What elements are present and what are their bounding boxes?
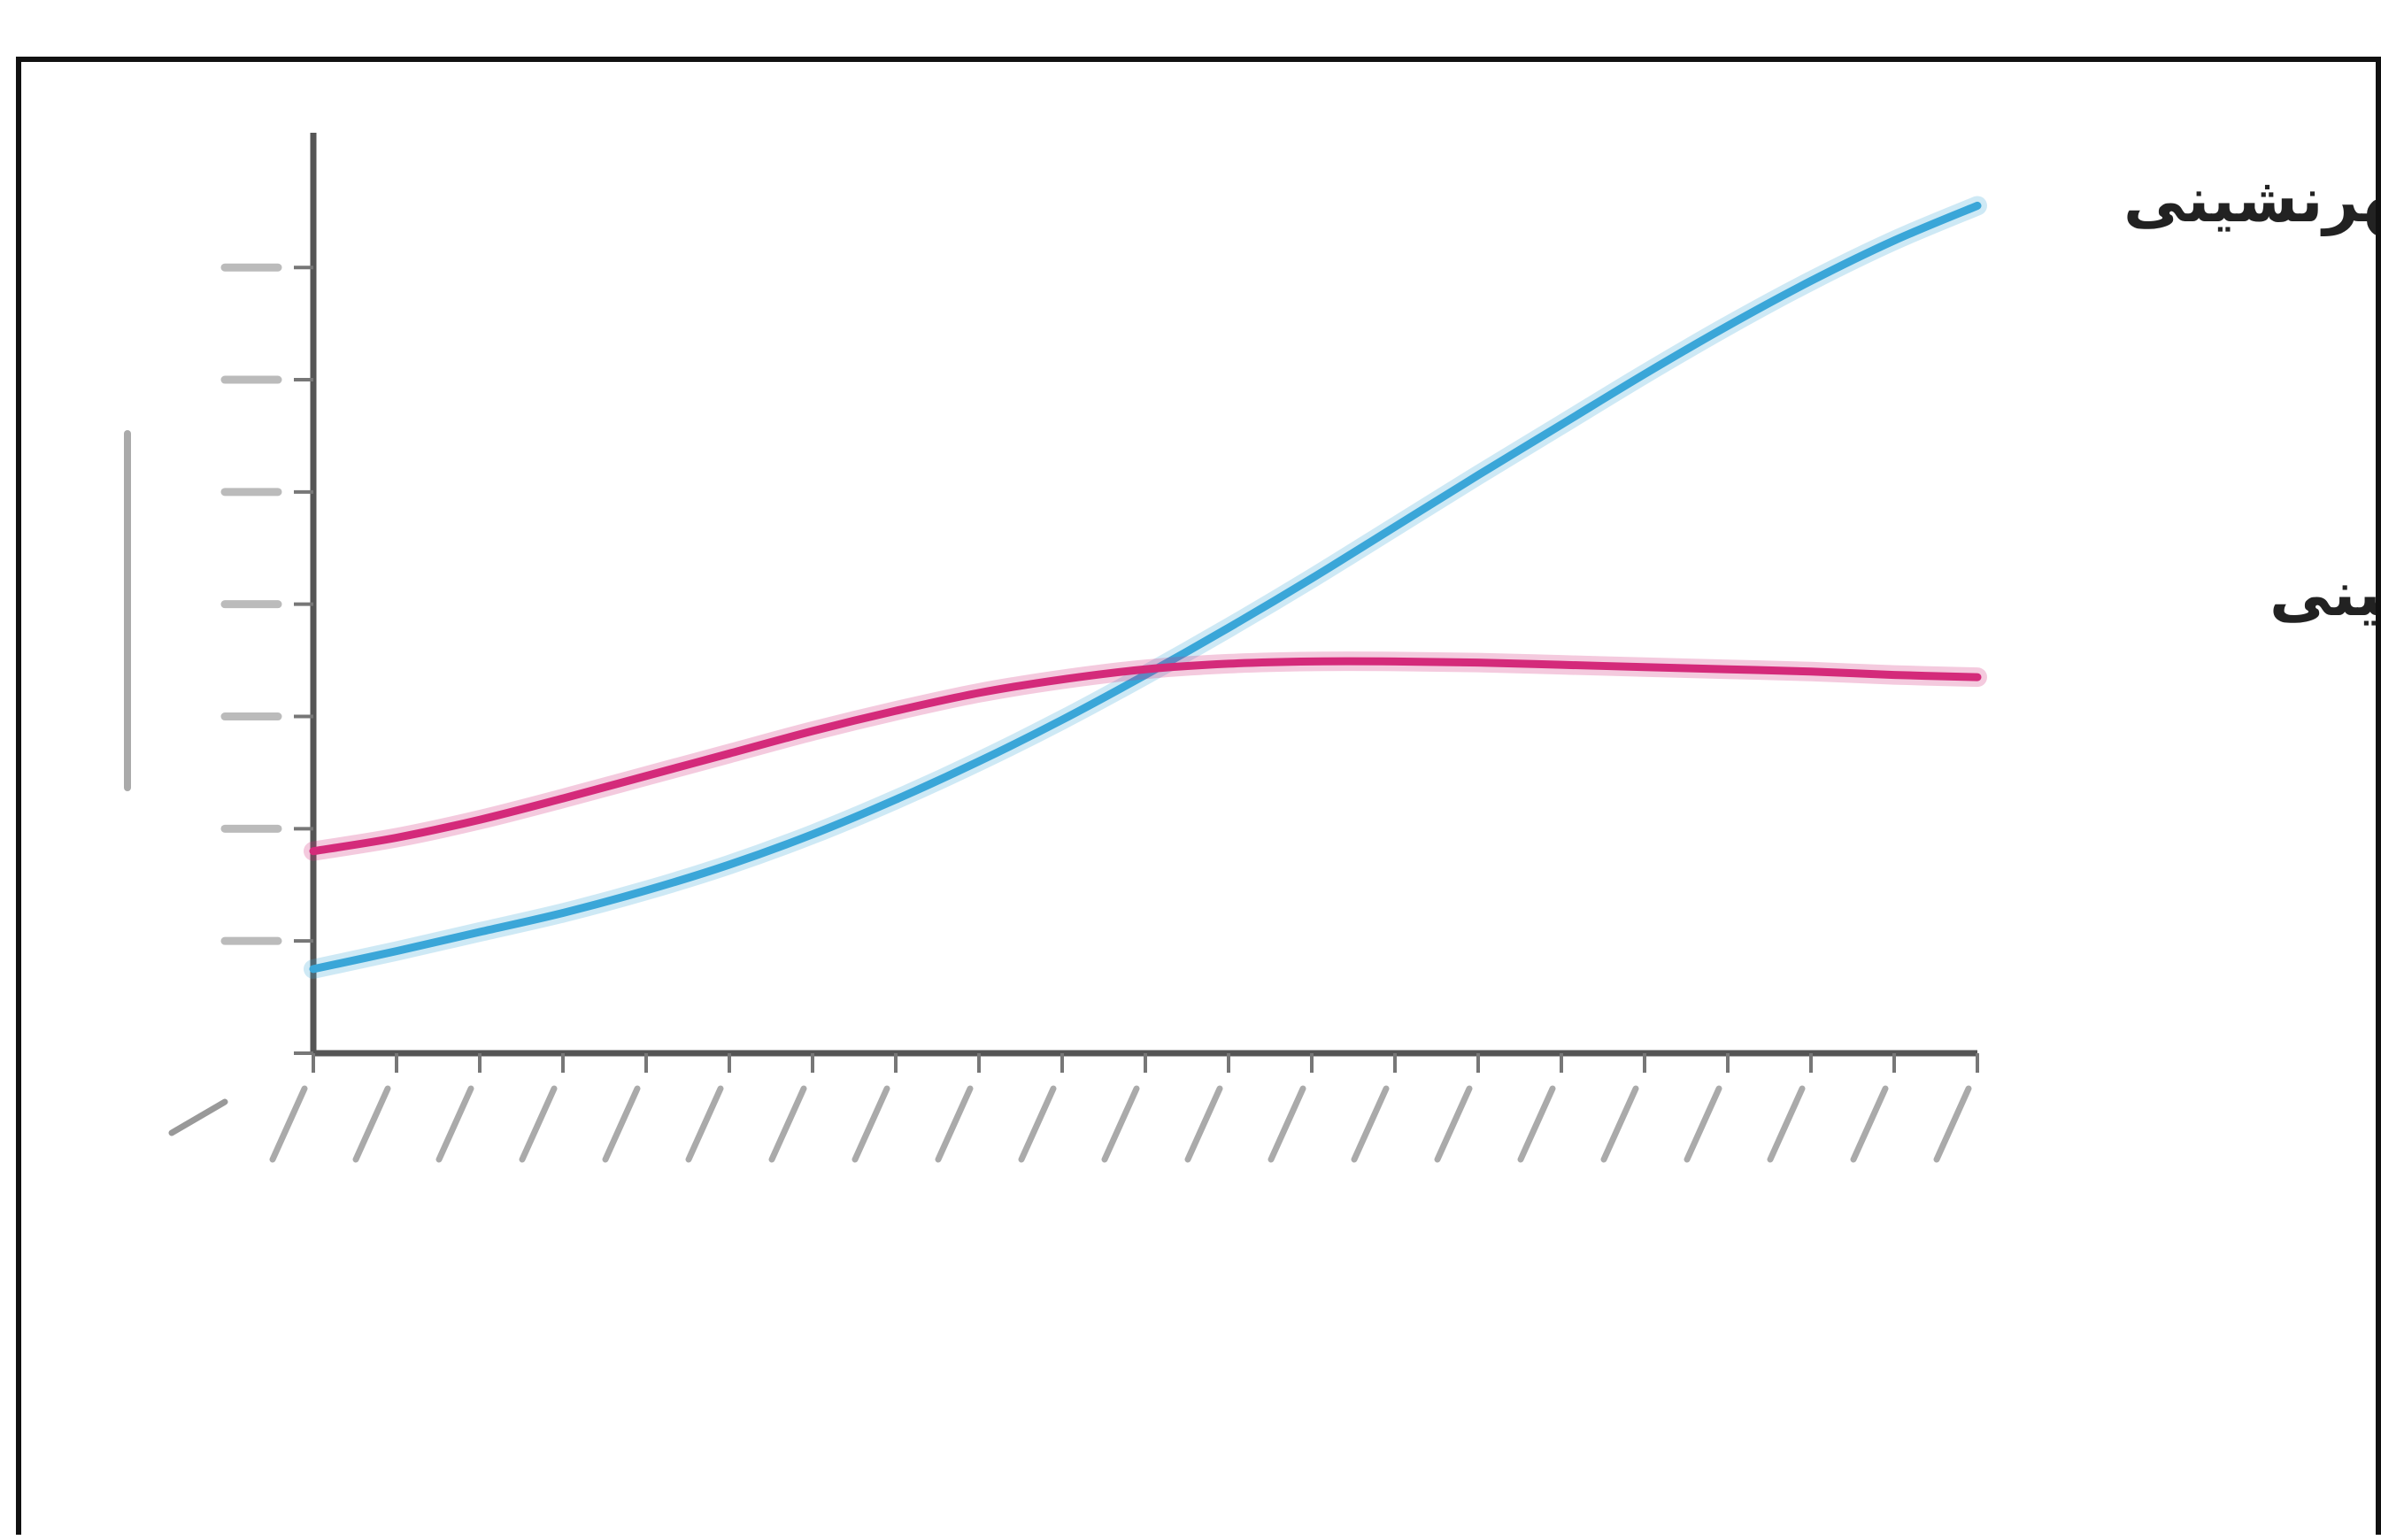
x-tick-label bbox=[1018, 1085, 1057, 1163]
series-line-glow-0 bbox=[304, 196, 1987, 979]
axis-ticks bbox=[124, 263, 1979, 1163]
series-label-0: شهرنشینی bbox=[2123, 164, 2376, 236]
chart-frame: شهرنشینی روستانشینی bbox=[16, 57, 2381, 1535]
x-tick-label bbox=[519, 1085, 558, 1163]
series-line-1 bbox=[309, 657, 1982, 856]
x-tick-label bbox=[935, 1085, 974, 1163]
x-tick-label bbox=[851, 1085, 890, 1163]
x-tick-label bbox=[685, 1085, 724, 1163]
series-line-glow-1 bbox=[304, 651, 1987, 861]
series-labels: شهرنشینی روستانشینی bbox=[2123, 164, 2376, 630]
x-tick-label bbox=[1517, 1085, 1556, 1163]
x-axis-unit-label bbox=[168, 1098, 228, 1136]
x-tick-label bbox=[1434, 1085, 1473, 1163]
x-tick-label bbox=[1933, 1085, 1972, 1163]
x-tick-label bbox=[352, 1085, 391, 1163]
x-tick-label bbox=[435, 1085, 474, 1163]
series-label-1: روستانشینی bbox=[2269, 558, 2376, 630]
x-tick-label bbox=[1600, 1085, 1639, 1163]
x-tick-label bbox=[1184, 1085, 1223, 1163]
x-tick-label bbox=[1767, 1085, 1806, 1163]
line-chart: شهرنشینی روستانشینی bbox=[124, 133, 2376, 1163]
x-tick-label bbox=[602, 1085, 641, 1163]
x-tick-label bbox=[1268, 1085, 1306, 1163]
x-tick-label bbox=[1101, 1085, 1140, 1163]
x-tick-label bbox=[768, 1085, 807, 1163]
x-tick-label bbox=[269, 1085, 308, 1163]
x-tick-label bbox=[1351, 1085, 1390, 1163]
x-tick-label bbox=[1850, 1085, 1889, 1163]
x-tick-label bbox=[1684, 1085, 1722, 1163]
series-lines bbox=[304, 196, 1987, 979]
